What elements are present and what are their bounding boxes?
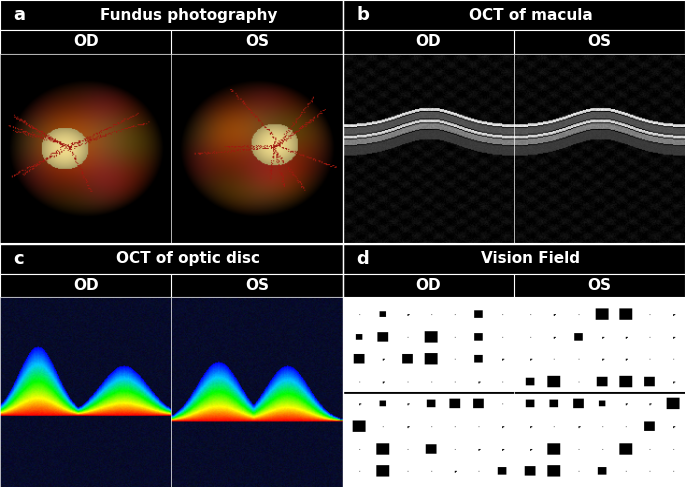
Text: OD: OD [73,278,99,293]
Text: OS: OS [587,35,612,49]
Text: OS: OS [587,278,612,293]
Text: Vision Field: Vision Field [482,251,580,266]
Text: OCT of optic disc: OCT of optic disc [116,251,260,266]
Text: b: b [356,6,369,24]
Text: OD: OD [73,35,99,49]
Text: c: c [14,250,25,267]
Text: a: a [14,6,26,24]
Text: Fundus photography: Fundus photography [99,8,277,22]
Text: OCT of macula: OCT of macula [469,8,593,22]
Text: OS: OS [245,278,269,293]
Text: OD: OD [415,35,441,49]
Text: OS: OS [245,35,269,49]
Text: d: d [356,250,369,267]
Text: OD: OD [415,278,441,293]
